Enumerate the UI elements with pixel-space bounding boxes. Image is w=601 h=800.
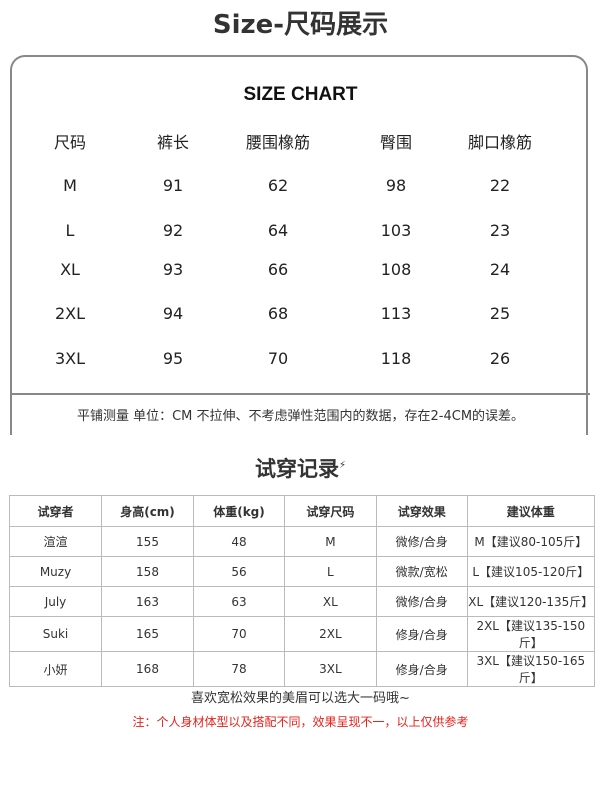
size-chart-cell: XL — [60, 260, 80, 279]
table-cell: 70 — [193, 616, 285, 652]
size-chart-header: 裤长 — [156, 133, 189, 152]
size-chart-cell: 94 — [162, 304, 184, 323]
size-chart-cell: 92 — [162, 221, 184, 240]
table-cell: 微修/合身 — [375, 526, 468, 557]
size-chart-cell: 26 — [489, 349, 511, 368]
table-cell: 168 — [101, 651, 194, 687]
tryon-title-text: 试穿记录 — [254, 457, 339, 481]
size-chart-header: 腰围橡筋 — [245, 133, 310, 152]
size-chart-cell: M — [63, 176, 77, 195]
table-cell: July — [9, 586, 102, 617]
size-chart-cell: 91 — [162, 176, 184, 195]
footer-tip: 喜欢宽松效果的美眉可以选大一码哦~ — [191, 691, 410, 706]
size-chart-cell: 66 — [267, 260, 289, 279]
table-cell: L — [283, 556, 377, 587]
table-cell: 试穿效果 — [375, 495, 468, 527]
table-cell: 3XL — [283, 651, 377, 687]
table-cell: 165 — [101, 616, 194, 652]
table-cell: 158 — [101, 556, 194, 587]
size-chart-heading: SIZE CHART — [243, 84, 358, 105]
table-cell: 微款/宽松 — [375, 556, 468, 587]
table-cell: M【建议80-105斤】 — [466, 526, 596, 557]
table-row: Suki 165 70 2XL 修身/合身 2XL【建议135-150斤】 — [9, 616, 596, 652]
measurement-note: 平铺测量 单位：CM 不拉伸、不考虑弹性范围内的数据，存在2-4CM的误差。 — [76, 409, 525, 424]
size-chart-cell: 2XL — [54, 304, 86, 323]
table-cell: XL【建议120-135斤】 — [466, 586, 596, 617]
table-cell: 试穿者 — [9, 495, 102, 527]
table-cell: 2XL — [283, 616, 377, 652]
table-cell: 78 — [193, 651, 285, 687]
size-chart-cell: 25 — [489, 304, 511, 323]
divider — [10, 393, 590, 395]
size-chart-cell: L — [65, 221, 75, 240]
tryon-table: 试穿者 身高(cm) 体重(kg) 试穿尺码 试穿效果 建议体重 渲渲 155 48 M 微修/合身… — [9, 495, 596, 687]
table-cell: 修身/合身 — [375, 651, 468, 687]
size-chart-cell: 22 — [489, 176, 511, 195]
sparkle-icon: ⚡ — [338, 460, 347, 471]
table-row: Muzy 158 56 L 微款/宽松 L【建议105-120斤】 — [9, 556, 596, 587]
page-title: Size-尺码展示 — [212, 10, 389, 40]
size-chart-cell: 23 — [489, 221, 511, 240]
size-chart-cell: 93 — [162, 260, 184, 279]
size-chart-cell: 113 — [380, 304, 412, 323]
size-chart-cell: 24 — [489, 260, 511, 279]
table-cell: M — [283, 526, 377, 557]
table-cell: Suki — [9, 616, 102, 652]
table-cell: 身高(cm) — [101, 495, 194, 527]
table-cell: 修身/合身 — [375, 616, 468, 652]
table-cell: 渲渲 — [9, 526, 102, 557]
size-chart-cell: 68 — [267, 304, 289, 323]
size-chart-header: 臀围 — [379, 133, 412, 152]
table-cell: 微修/合身 — [375, 586, 468, 617]
table-row: 渲渲 155 48 M 微修/合身 M【建议80-105斤】 — [9, 526, 596, 557]
tryon-title: 试穿记录⚡ — [0, 453, 601, 483]
table-cell: 小妍 — [9, 651, 102, 687]
table-cell: 163 — [101, 586, 194, 617]
table-cell: 建议体重 — [466, 495, 596, 527]
table-cell: 3XL【建议150-165斤】 — [466, 651, 596, 687]
size-chart-frame — [10, 55, 588, 435]
table-cell: 试穿尺码 — [283, 495, 377, 527]
table-cell: 63 — [193, 586, 285, 617]
table-row: 小妍 168 78 3XL 修身/合身 3XL【建议150-165斤】 — [9, 651, 596, 687]
size-chart-header: 尺码 — [53, 133, 86, 152]
table-cell: XL — [283, 586, 377, 617]
size-chart-cell: 95 — [162, 349, 184, 368]
table-cell: Muzy — [9, 556, 102, 587]
footer-note: 注：个人身材体型以及搭配不同，效果呈现不一，以上仅供参考 — [132, 715, 469, 729]
table-cell: 56 — [193, 556, 285, 587]
table-cell: 48 — [193, 526, 285, 557]
size-chart-cell: 118 — [380, 349, 412, 368]
table-row: July 163 63 XL 微修/合身 XL【建议120-135斤】 — [9, 586, 596, 617]
table-cell: L【建议105-120斤】 — [466, 556, 596, 587]
size-chart-cell: 64 — [267, 221, 289, 240]
size-chart-cell: 70 — [267, 349, 289, 368]
table-cell: 体重(kg) — [193, 495, 285, 527]
size-chart-header: 脚口橡筋 — [467, 133, 532, 152]
size-chart-cell: 3XL — [54, 349, 86, 368]
table-header-row: 试穿者 身高(cm) 体重(kg) 试穿尺码 试穿效果 建议体重 — [9, 495, 596, 527]
size-chart-cell: 108 — [380, 260, 412, 279]
size-chart-cell: 103 — [380, 221, 412, 240]
size-chart-cell: 98 — [385, 176, 407, 195]
size-chart-cell: 62 — [267, 176, 289, 195]
table-cell: 155 — [101, 526, 194, 557]
table-cell: 2XL【建议135-150斤】 — [466, 616, 596, 652]
